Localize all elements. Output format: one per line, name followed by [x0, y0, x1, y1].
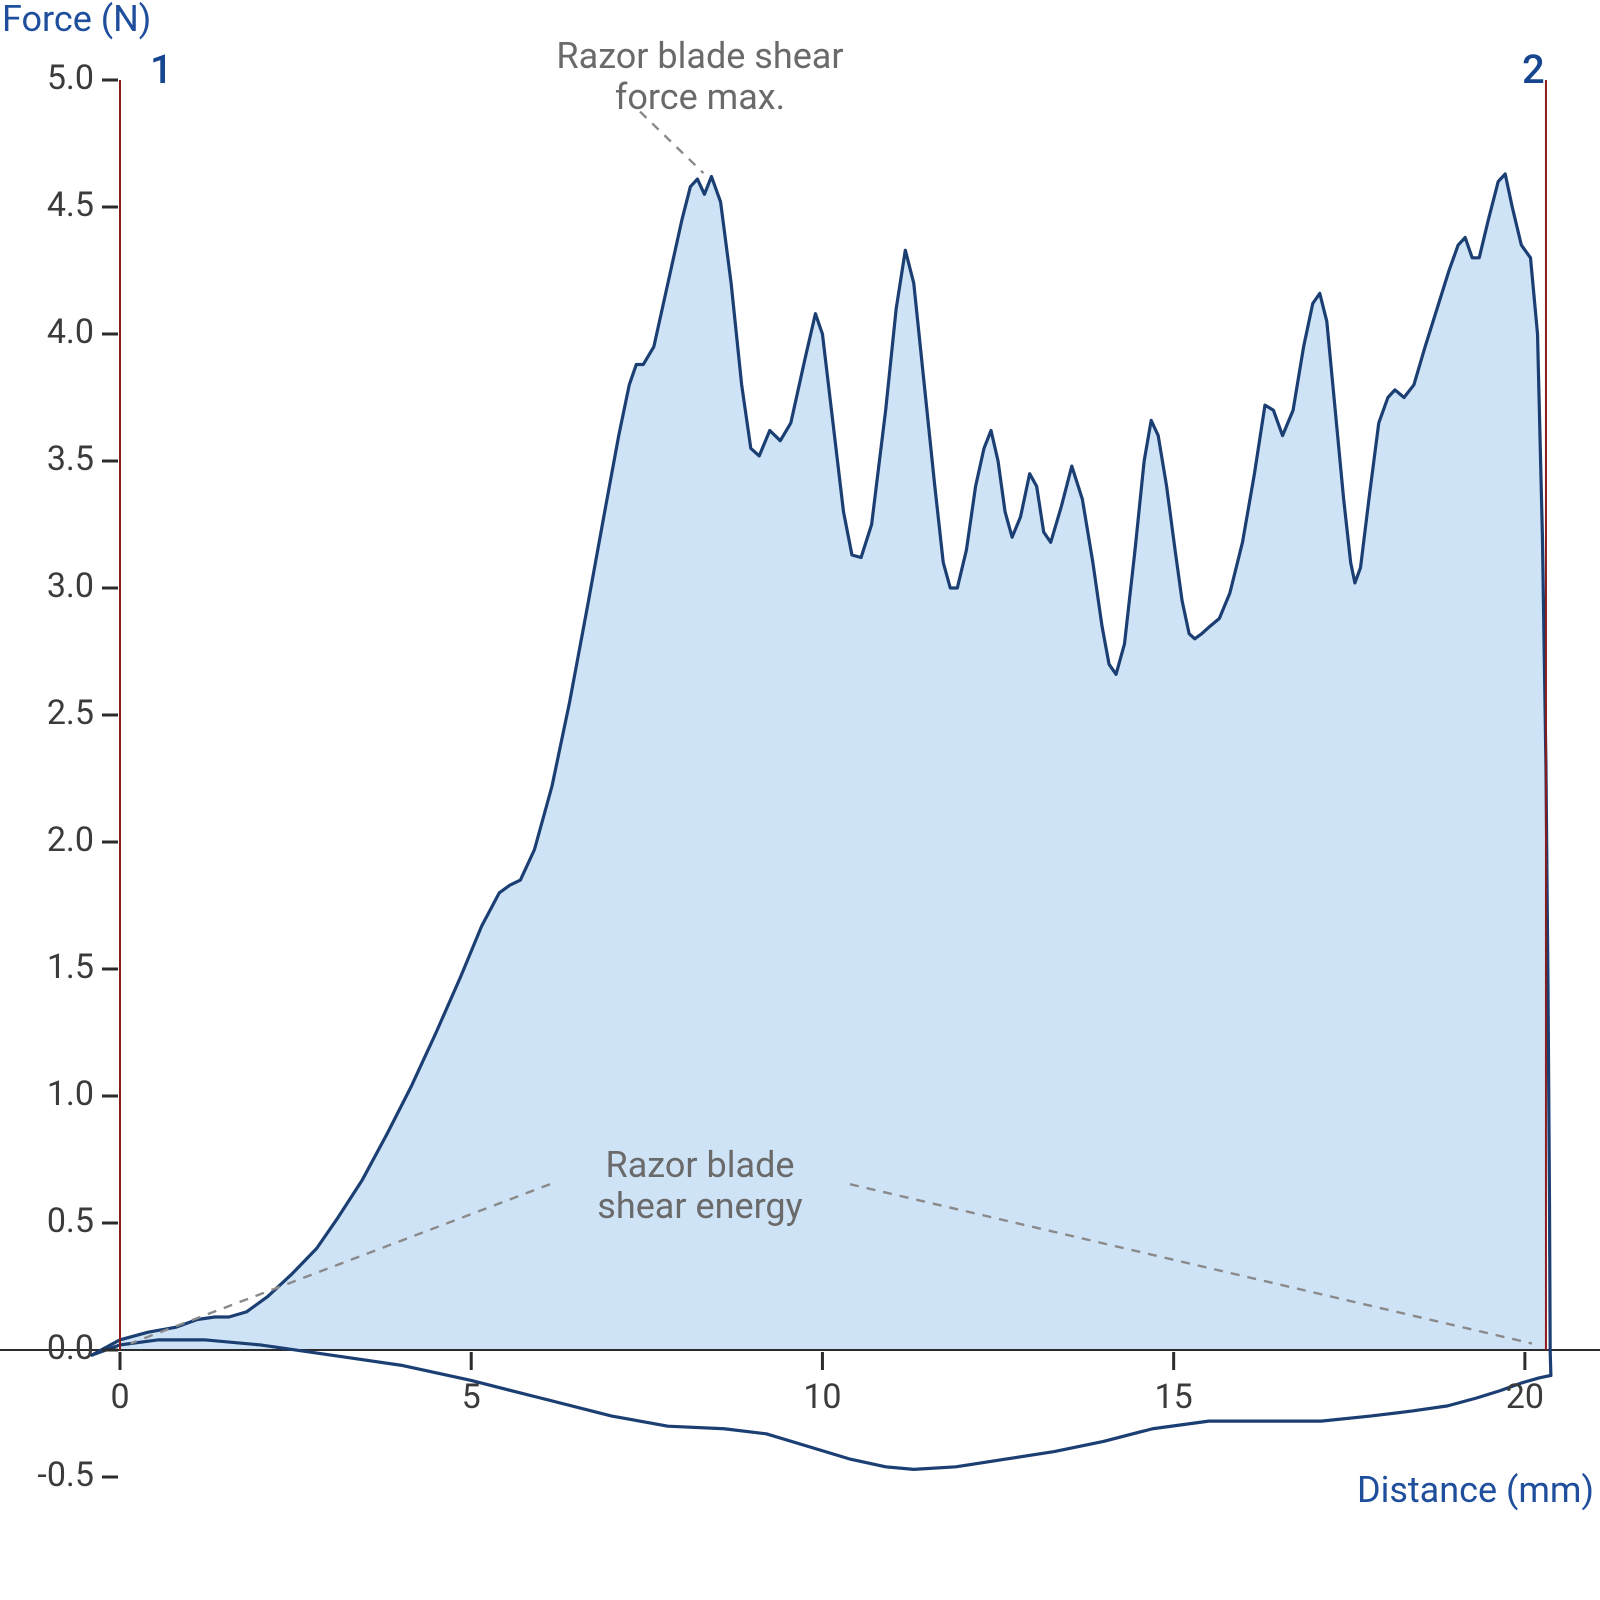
y-tick-label: 1.5: [47, 947, 94, 987]
y-tick-label: -0.5: [37, 1455, 94, 1495]
chart-svg: -0.5 0.0 0.5 1.0 1.5 2.0 2.5 3.0 3.5 4.0 4.5 5.0 0 5 1…: [0, 0, 1600, 1600]
annotation-shear-energy-line1: Razor blade: [606, 1144, 795, 1186]
marker-1-label: 1: [150, 46, 173, 93]
x-tick-label: 0: [110, 1377, 129, 1417]
annotation-force-max: Razor blade shear force max.: [500, 36, 900, 119]
annotation-shear-energy-line2: shear energy: [597, 1185, 802, 1227]
x-tick-label: 20: [1506, 1377, 1544, 1417]
marker-2-label: 2: [1522, 46, 1545, 93]
y-axis-label: Force (N): [2, 0, 151, 40]
x-axis-label: Distance (mm): [1357, 1469, 1594, 1511]
y-tick-label: 3.0: [47, 566, 94, 606]
y-tick-label: 1.0: [47, 1074, 94, 1114]
chart-root: -0.5 0.0 0.5 1.0 1.5 2.0 2.5 3.0 3.5 4.0 4.5 5.0 0 5 1…: [0, 0, 1600, 1600]
x-tick-label: 15: [1155, 1377, 1193, 1417]
x-tick-label: 5: [462, 1377, 481, 1417]
y-tick-label: 4.0: [47, 312, 94, 352]
annotation-force-max-line1: Razor blade shear: [556, 35, 843, 77]
y-tick-label: 5.0: [47, 58, 94, 98]
annotation-force-max-line2: force max.: [615, 76, 785, 118]
y-tick-label: 0.5: [47, 1201, 94, 1241]
y-tick-label: 2.5: [47, 693, 94, 733]
leader-force-max: [640, 112, 703, 173]
y-tick-label: 3.5: [47, 439, 94, 479]
y-tick-label: 4.5: [47, 185, 94, 225]
annotation-shear-energy: Razor blade shear energy: [500, 1145, 900, 1228]
y-tick-label: 0.0: [47, 1328, 94, 1368]
y-tick-label: 2.0: [47, 820, 94, 860]
x-tick-label: 10: [803, 1377, 841, 1417]
